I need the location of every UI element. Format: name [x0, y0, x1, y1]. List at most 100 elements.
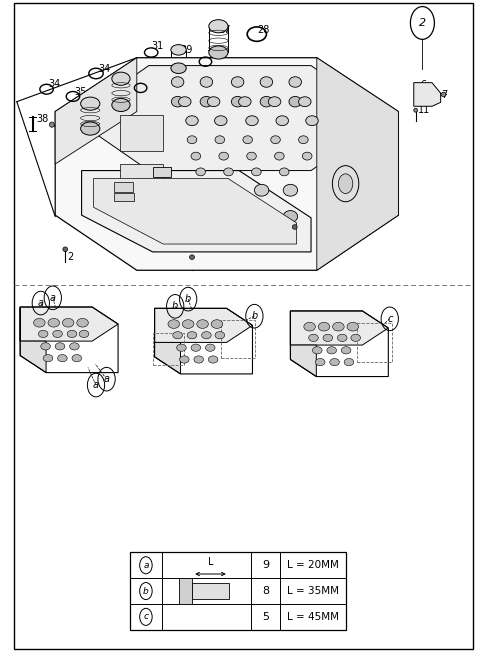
Ellipse shape	[190, 255, 194, 259]
Ellipse shape	[194, 356, 204, 363]
Text: 31: 31	[151, 41, 164, 51]
Ellipse shape	[289, 96, 301, 107]
Text: 32: 32	[122, 68, 135, 79]
Ellipse shape	[192, 184, 206, 196]
Ellipse shape	[239, 97, 251, 106]
Ellipse shape	[247, 152, 256, 160]
Text: 29: 29	[180, 45, 192, 55]
Bar	[130, 552, 346, 630]
Ellipse shape	[318, 322, 330, 331]
Ellipse shape	[58, 354, 67, 362]
Ellipse shape	[231, 77, 244, 87]
Text: 34: 34	[48, 79, 60, 89]
Ellipse shape	[43, 354, 53, 362]
Ellipse shape	[62, 318, 74, 327]
Ellipse shape	[171, 77, 184, 87]
Ellipse shape	[279, 168, 289, 176]
Polygon shape	[414, 83, 441, 106]
Ellipse shape	[215, 116, 227, 126]
Ellipse shape	[243, 136, 252, 144]
Bar	[179, 578, 192, 604]
Text: b: b	[251, 311, 258, 321]
Ellipse shape	[338, 174, 353, 194]
Polygon shape	[317, 58, 398, 270]
Ellipse shape	[215, 136, 225, 144]
Bar	[357, 323, 392, 362]
Ellipse shape	[49, 122, 54, 127]
Text: 5: 5	[262, 612, 269, 622]
Text: a: a	[38, 298, 44, 308]
Ellipse shape	[330, 358, 339, 365]
Ellipse shape	[292, 224, 297, 229]
Ellipse shape	[315, 358, 325, 365]
Ellipse shape	[197, 319, 208, 329]
Bar	[221, 320, 255, 358]
Text: c: c	[144, 612, 148, 621]
Polygon shape	[290, 311, 316, 377]
Ellipse shape	[55, 342, 65, 350]
Ellipse shape	[441, 92, 446, 97]
Ellipse shape	[186, 116, 198, 126]
Ellipse shape	[77, 318, 88, 327]
Ellipse shape	[171, 45, 186, 55]
Ellipse shape	[207, 97, 220, 106]
Text: 36: 36	[94, 96, 106, 107]
Ellipse shape	[192, 211, 206, 222]
Text: a: a	[93, 380, 99, 390]
Ellipse shape	[223, 211, 238, 222]
Ellipse shape	[260, 77, 273, 87]
Ellipse shape	[191, 344, 201, 352]
Ellipse shape	[200, 77, 213, 87]
Polygon shape	[55, 58, 137, 164]
Ellipse shape	[168, 319, 180, 329]
Text: 30: 30	[206, 50, 219, 60]
Polygon shape	[155, 308, 180, 374]
Bar	[153, 333, 184, 365]
Ellipse shape	[344, 358, 354, 365]
Ellipse shape	[41, 342, 50, 350]
Text: 2: 2	[419, 18, 426, 28]
Bar	[114, 193, 134, 201]
Bar	[120, 115, 163, 151]
Ellipse shape	[252, 168, 261, 176]
Ellipse shape	[191, 152, 201, 160]
Ellipse shape	[275, 152, 284, 160]
Ellipse shape	[48, 318, 60, 327]
Text: a: a	[104, 374, 109, 384]
Ellipse shape	[254, 211, 269, 222]
Text: a: a	[50, 293, 56, 303]
Text: 39: 39	[58, 119, 70, 130]
Ellipse shape	[309, 334, 318, 341]
Ellipse shape	[283, 184, 298, 196]
Text: 21: 21	[70, 215, 82, 226]
Ellipse shape	[211, 319, 223, 329]
Bar	[120, 164, 163, 197]
Text: 35: 35	[74, 87, 87, 97]
Text: 6: 6	[420, 80, 426, 91]
Ellipse shape	[70, 342, 79, 350]
Ellipse shape	[196, 168, 205, 176]
Ellipse shape	[209, 46, 228, 59]
Bar	[192, 583, 228, 599]
Ellipse shape	[209, 20, 228, 33]
Ellipse shape	[276, 116, 288, 126]
Text: b: b	[185, 294, 192, 304]
Ellipse shape	[299, 136, 308, 144]
Polygon shape	[290, 311, 388, 345]
Text: 27: 27	[218, 24, 231, 35]
Bar	[153, 167, 171, 177]
Text: 8: 8	[262, 586, 269, 596]
Text: b: b	[172, 301, 179, 312]
Text: 28: 28	[257, 24, 269, 35]
Ellipse shape	[224, 168, 233, 176]
Ellipse shape	[283, 211, 298, 222]
Ellipse shape	[223, 184, 238, 196]
Ellipse shape	[171, 63, 186, 73]
Ellipse shape	[333, 322, 344, 331]
Ellipse shape	[268, 97, 281, 106]
Ellipse shape	[179, 97, 191, 106]
Text: 38: 38	[36, 114, 48, 125]
Ellipse shape	[323, 334, 333, 341]
Ellipse shape	[173, 331, 182, 338]
Text: 34: 34	[98, 64, 111, 74]
